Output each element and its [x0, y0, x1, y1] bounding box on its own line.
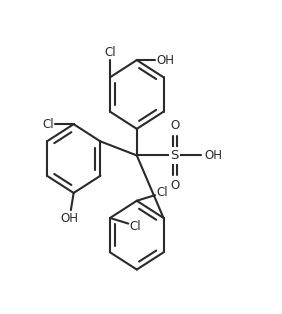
- Text: OH: OH: [60, 212, 78, 225]
- Text: O: O: [170, 179, 179, 192]
- Text: Cl: Cl: [104, 46, 116, 58]
- Text: Cl: Cl: [130, 220, 141, 233]
- Text: Cl: Cl: [157, 186, 168, 199]
- Text: Cl: Cl: [42, 118, 54, 131]
- Text: OH: OH: [157, 54, 175, 67]
- Text: O: O: [170, 119, 179, 132]
- Text: S: S: [171, 149, 179, 162]
- Text: OH: OH: [204, 149, 222, 162]
